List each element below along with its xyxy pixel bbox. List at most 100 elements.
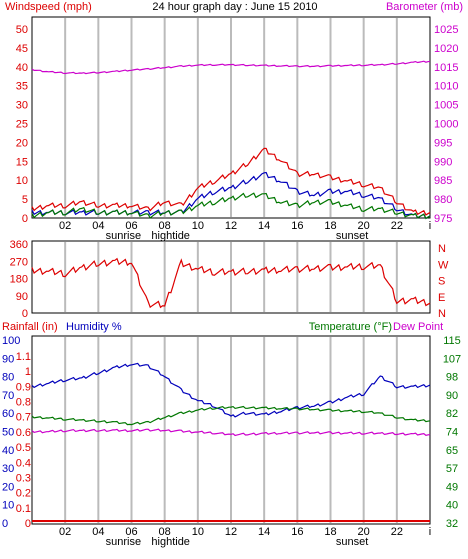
wind-direction-line [31, 257, 431, 309]
humidity-axis-tick: 80 [2, 372, 14, 384]
panel1-right-title: Barometer (mb) [386, 1, 463, 13]
hour-tick-label: 06 [125, 526, 137, 538]
wind-axis-tick: 5 [22, 194, 28, 206]
humidity-axis-tick: 50 [2, 427, 14, 439]
wind-axis-tick: 30 [16, 100, 28, 112]
rain-axis-tick: 0.5 [16, 442, 31, 454]
hour-tick-label: 08 [159, 526, 171, 538]
hour-tick-label: 18 [324, 220, 336, 232]
hour-tick-label: 20 [358, 220, 370, 232]
temperature-line [31, 405, 431, 426]
wind-series-line [31, 192, 431, 220]
baro-axis-tick: 1010 [434, 81, 458, 93]
baro-axis-tick: 1020 [434, 43, 458, 55]
sunset-label: sunset [336, 230, 368, 242]
rain-axis-tick: 0.8 [16, 397, 31, 409]
temp-axis-tick: 65 [446, 445, 458, 457]
sunrise-label: sunrise [106, 230, 141, 242]
hour-tick-label: 10 [192, 220, 204, 232]
temp-axis-tick: 57 [446, 463, 458, 475]
rain-axis-tick: 0.7 [16, 412, 31, 424]
humidity-axis-tick: 20 [2, 481, 14, 493]
hightide-label: hightide [151, 230, 190, 242]
rain-axis-tick: 0.6 [16, 427, 31, 439]
sunset-label: sunset [336, 536, 368, 548]
dewpoint-line [31, 428, 431, 437]
wind-axis-tick: 45 [16, 43, 28, 55]
rain-axis-tick: 0.3 [16, 472, 31, 484]
wind-axis-tick: 25 [16, 119, 28, 131]
temp-axis-tick: 82 [446, 408, 458, 420]
humidity-axis-tick: 90 [2, 353, 14, 365]
temp-axis-tick: 32 [446, 518, 458, 530]
hour-tick-label: 12 [225, 526, 237, 538]
direction-compass-tick: E [438, 292, 445, 304]
wind-axis-tick: 35 [16, 81, 28, 93]
wind-axis-tick: 0 [22, 213, 28, 225]
baro-axis-tick: 995 [434, 137, 452, 149]
rain-axis-tick: 0.1 [16, 503, 31, 515]
rain-axis-tick: 0 [25, 518, 31, 530]
direction-compass-tick: S [438, 276, 445, 288]
humidity-axis-tick: 30 [2, 463, 14, 475]
sunrise-label: sunrise [106, 536, 141, 548]
hour-tick-label: i [429, 220, 431, 232]
baro-axis-tick: 985 [434, 175, 452, 187]
humidity-axis-tick: 100 [2, 335, 20, 347]
hour-tick-label: 10 [192, 526, 204, 538]
rain-axis-tick: 1.1 [16, 351, 31, 363]
hour-tick-label: 16 [291, 220, 303, 232]
rain-axis-tick: 0.4 [16, 457, 31, 469]
humidity-axis-tick: 10 [2, 500, 14, 512]
temp-axis-tick: 107 [443, 353, 461, 365]
panel1-left-title: Windspeed (mph) [5, 1, 92, 13]
hour-tick-label: 06 [125, 220, 137, 232]
wind-axis-tick: 20 [16, 137, 28, 149]
hour-tick-label: 22 [391, 526, 403, 538]
humidity-axis-tick: 70 [2, 390, 14, 402]
hour-tick-label: 04 [92, 526, 104, 538]
hour-tick-label: 02 [59, 526, 71, 538]
rain-axis-tick: 0.9 [16, 381, 31, 393]
panel3-humidity-title: Humidity % [66, 321, 122, 333]
baro-axis-tick: 990 [434, 156, 452, 168]
hour-tick-label: 02 [59, 220, 71, 232]
hour-tick-label: i [429, 526, 431, 538]
hour-tick-label: 14 [258, 220, 270, 232]
baro-axis-tick: 1025 [434, 24, 458, 36]
direction-degree-tick: 270 [10, 256, 28, 268]
hour-tick-label: 04 [92, 220, 104, 232]
temp-axis-tick: 74 [446, 427, 458, 439]
wind-axis-tick: 15 [16, 156, 28, 168]
baro-axis-tick: 980 [434, 194, 452, 206]
direction-degree-tick: 90 [16, 291, 28, 303]
baro-axis-tick: 975 [434, 213, 452, 225]
chart-title: 24 hour graph day : June 15 2010 [152, 1, 317, 13]
hour-tick-label: 08 [159, 220, 171, 232]
direction-compass-tick: W [438, 259, 449, 271]
wind-barometer-panel: Windspeed (mph) 24 hour graph day : June… [5, 1, 463, 13]
baro-axis-tick: 1015 [434, 62, 458, 74]
wind-axis-tick: 10 [16, 175, 28, 187]
wind-axis-tick: 50 [16, 24, 28, 36]
direction-degree-tick: 360 [10, 239, 28, 251]
direction-compass-tick: N [438, 308, 446, 320]
humidity-line [31, 362, 431, 418]
humidity-axis-tick: 40 [2, 445, 14, 457]
baro-axis-tick: 1000 [434, 119, 458, 131]
hour-tick-label: 18 [324, 526, 336, 538]
barometer-line [31, 60, 431, 75]
temp-axis-tick: 98 [446, 372, 458, 384]
direction-compass-tick: N [438, 243, 446, 255]
hightide-label: hightide [151, 536, 190, 548]
direction-degree-tick: 0 [22, 308, 28, 320]
temp-axis-tick: 40 [446, 500, 458, 512]
rain-axis-tick: 1 [25, 366, 31, 378]
humidity-temp-panel-titles: Rainfall (in) Humidity % Temperature (°F… [2, 321, 443, 333]
panel3-rain-title: Rainfall (in) [2, 321, 58, 333]
baro-axis-tick: 1005 [434, 100, 458, 112]
wind-series-line [31, 147, 431, 216]
temp-axis-tick: 90 [446, 390, 458, 402]
